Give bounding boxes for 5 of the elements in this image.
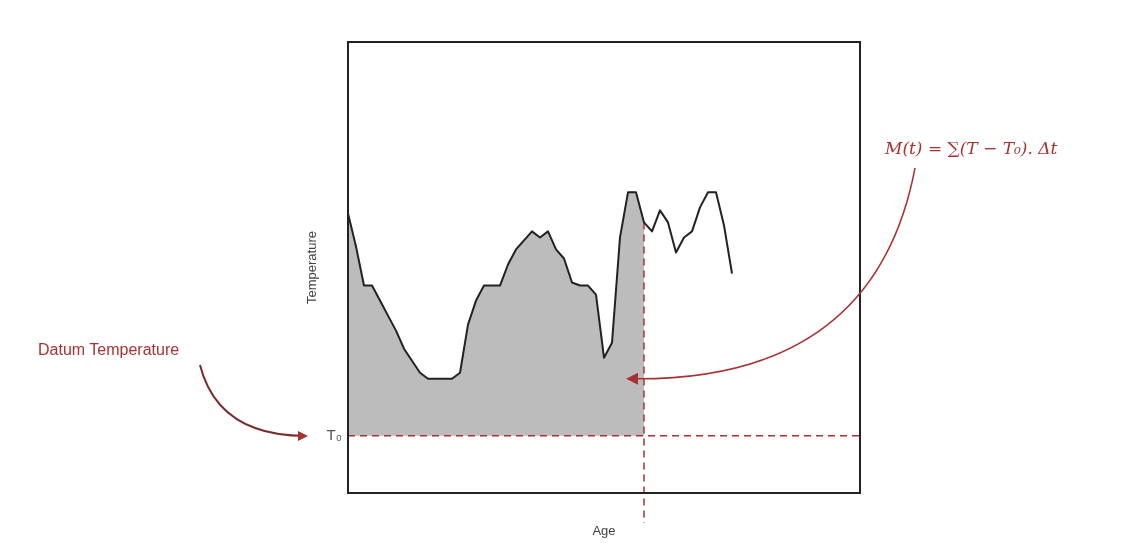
text: Datum Temperature [38,340,180,359]
ref-line-label: T₀ [326,426,342,444]
y-axis-title: Temperature [303,231,319,304]
x-axis-title: Age [592,523,616,539]
text: M(t) = ∑(T − T₀). Δt [885,138,1058,158]
